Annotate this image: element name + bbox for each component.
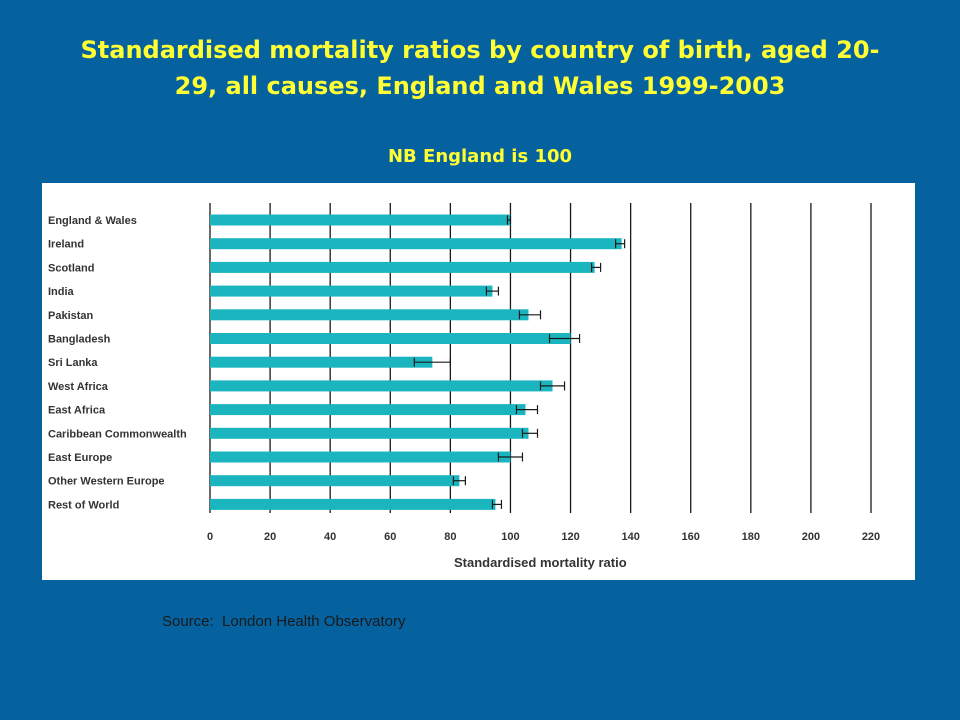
error-bar	[497, 452, 524, 462]
category-label: England & Wales	[48, 215, 137, 227]
error-bar	[506, 215, 512, 225]
category-labels: England & Wales Ireland Scotland India Pakis…	[48, 215, 187, 511]
bar-caribbean-commonwealth	[210, 427, 529, 439]
slide-title: Standardised mortality ratios by country…	[80, 36, 880, 100]
error-bars	[413, 215, 626, 509]
x-tick-label: 160	[682, 531, 700, 543]
error-bar	[539, 381, 566, 391]
x-tick-label: 0	[207, 531, 213, 543]
x-tick-label: 40	[324, 531, 336, 543]
smr-bar-chart: England & Wales Ireland Scotland India Pakis…	[48, 203, 880, 570]
error-bar	[515, 405, 539, 415]
error-bar	[521, 428, 539, 438]
category-label: Rest of World	[48, 499, 119, 511]
category-label: East Europe	[48, 452, 112, 464]
category-label: Other Western Europe	[48, 476, 165, 488]
x-tick-label: 140	[621, 531, 639, 543]
category-label: Pakistan	[48, 310, 94, 322]
category-label: Sri Lanka	[48, 357, 98, 369]
bar-england-wales	[210, 214, 511, 226]
x-tick-label: 100	[501, 531, 519, 543]
error-bar	[518, 310, 542, 320]
category-label: Ireland	[48, 239, 84, 251]
category-label: East Africa	[48, 405, 106, 417]
bar-east-africa	[210, 404, 526, 416]
x-tick-label: 80	[444, 531, 456, 543]
category-label: Bangladesh	[48, 334, 111, 346]
bar-scotland	[210, 261, 595, 273]
x-tick-label: 60	[384, 531, 396, 543]
x-tick-label: 20	[264, 531, 276, 543]
bar-east-europe	[210, 451, 511, 463]
source-note: Source: London Health Observatory	[162, 613, 406, 630]
bar-bangladesh	[210, 333, 571, 344]
bar-west-africa	[210, 380, 553, 392]
error-bar	[413, 357, 451, 367]
x-tick-label: 200	[802, 531, 820, 543]
bar-other-western-europe	[210, 475, 460, 487]
error-bar	[485, 286, 500, 296]
error-bar	[615, 239, 626, 249]
category-label: West Africa	[48, 381, 109, 393]
bars	[210, 214, 622, 510]
x-tick-label: 220	[862, 531, 880, 543]
bar-pakistan	[210, 309, 529, 321]
chart-panel: England & Wales Ireland Scotland India Pakis…	[42, 183, 915, 580]
error-bar	[491, 499, 503, 509]
x-tick-label: 180	[742, 531, 760, 543]
bar-rest-of-world	[210, 498, 496, 510]
bar-india	[210, 285, 493, 297]
category-label: Scotland	[48, 262, 94, 274]
error-bar	[590, 262, 602, 272]
x-tick-labels: 0 20 40 60 80 100 120 140 160 180 200 220	[207, 531, 880, 543]
bar-ireland	[210, 238, 622, 250]
category-label: India	[48, 286, 75, 298]
slide-note: NB England is 100	[387, 146, 573, 167]
bar-sri-lanka	[210, 356, 433, 368]
error-bar	[452, 476, 466, 486]
error-bar	[548, 334, 581, 343]
x-tick-label: 120	[561, 531, 579, 543]
x-axis-label: Standardised mortality ratio	[454, 555, 627, 570]
category-label: Caribbean Commonwealth	[48, 428, 187, 440]
